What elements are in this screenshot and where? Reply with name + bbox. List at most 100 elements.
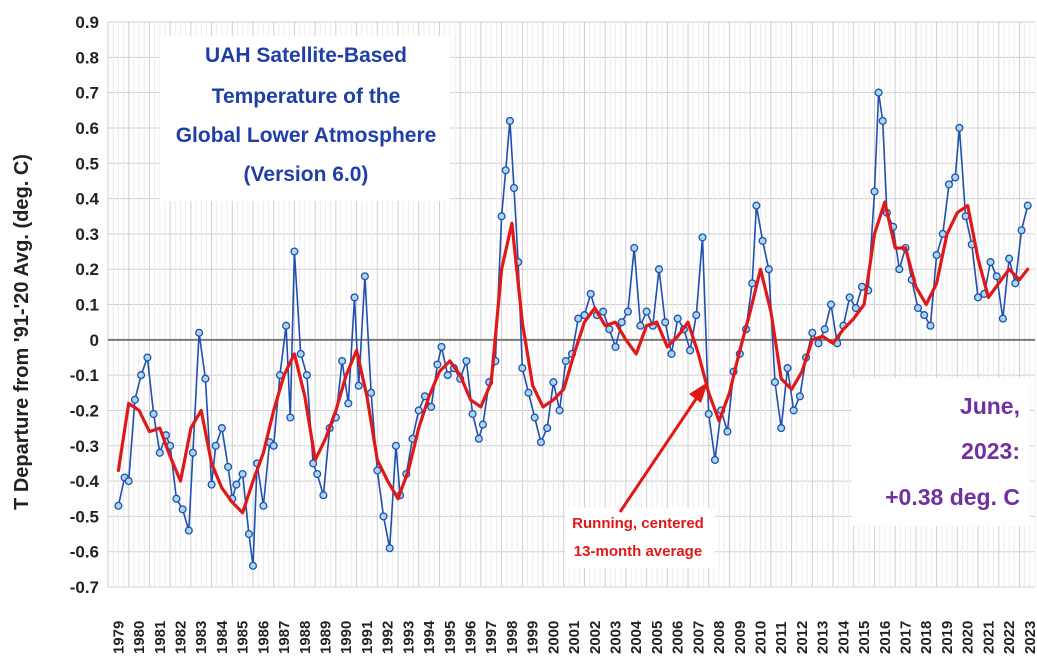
monthly-point xyxy=(611,342,620,351)
monthly-point xyxy=(932,251,941,260)
x-tick-label: 1997 xyxy=(483,621,500,654)
monthly-point xyxy=(338,356,347,366)
monthly-point xyxy=(211,441,220,450)
monthly-point xyxy=(895,265,904,274)
y-tick-label: 0.4 xyxy=(75,190,99,209)
monthly-point xyxy=(944,180,954,189)
x-tick-label: 1979 xyxy=(110,621,127,654)
y-axis-label: T Departure from '91-'20 Avg. (deg. C) xyxy=(11,154,33,510)
x-tick-label: 1993 xyxy=(400,621,417,654)
monthly-point xyxy=(437,342,446,351)
monthly-point xyxy=(874,88,883,97)
monthly-point xyxy=(586,289,595,298)
monthly-point xyxy=(462,356,471,366)
monthly-point xyxy=(290,247,299,256)
monthly-point xyxy=(286,413,295,422)
x-tick-label: 2022 xyxy=(1001,621,1018,654)
y-axis-ticks: 0.9 0.8 0.7 0.6 0.5 0.4 0.3 0.2 0.1 0 -0.1 -0.2 -0.3… xyxy=(70,13,100,597)
x-tick-label: 2012 xyxy=(794,621,811,654)
monthly-point xyxy=(758,236,767,245)
running-label-box xyxy=(565,508,715,568)
monthly-point xyxy=(379,512,388,521)
monthly-point xyxy=(955,123,964,132)
y-tick-label: 0.2 xyxy=(75,260,99,279)
y-tick-label: 0.8 xyxy=(75,48,99,67)
monthly-point xyxy=(155,448,164,457)
monthly-point xyxy=(723,427,732,436)
monthly-point xyxy=(642,307,651,316)
monthly-point xyxy=(783,364,792,373)
annotation-line-1: June, xyxy=(960,393,1020,419)
monthly-point xyxy=(851,303,860,313)
monthly-point xyxy=(795,392,804,401)
running-average-series xyxy=(116,200,1030,515)
x-tick-label: 2000 xyxy=(545,621,562,654)
x-tick-label: 1998 xyxy=(504,621,521,654)
monthly-point xyxy=(808,328,817,337)
x-tick-label: 2017 xyxy=(898,621,915,654)
monthly-point xyxy=(1017,226,1026,235)
monthly-point xyxy=(309,459,318,468)
monthly-point xyxy=(820,325,829,334)
monthly-point xyxy=(599,307,608,316)
monthly-point xyxy=(360,272,369,281)
monthly-point xyxy=(130,395,139,404)
monthly-point xyxy=(951,173,960,182)
x-tick-label: 1999 xyxy=(525,621,542,654)
x-tick-label: 1987 xyxy=(276,621,293,654)
x-tick-label: 1996 xyxy=(463,621,480,654)
x-tick-label: 2014 xyxy=(835,620,852,654)
monthly-point xyxy=(468,409,477,419)
monthly-point xyxy=(367,388,376,397)
x-tick-label: 2001 xyxy=(566,621,583,654)
monthly-point xyxy=(973,293,983,302)
monthly-point xyxy=(549,378,558,387)
monthly-point xyxy=(710,455,720,464)
monthly-point xyxy=(302,371,311,380)
monthly-point xyxy=(313,469,322,479)
monthly-point xyxy=(391,441,400,450)
x-tick-label: 1981 xyxy=(152,621,169,654)
monthly-point xyxy=(814,339,823,348)
x-axis-ticks: 1979 1980 1981 1982 1983 1984 1985 1986 1987 1988… xyxy=(110,620,1037,654)
monthly-point xyxy=(137,371,146,380)
monthly-point xyxy=(752,201,761,210)
monthly-point xyxy=(623,307,632,316)
monthly-point xyxy=(1011,279,1020,288)
monthly-point xyxy=(172,494,181,503)
monthly-point xyxy=(509,183,519,193)
running-label-arrow-head xyxy=(689,382,708,403)
y-tick-label: 0.1 xyxy=(75,296,99,315)
x-tick-label: 2007 xyxy=(690,621,707,654)
monthly-point xyxy=(195,328,204,337)
monthly-point xyxy=(1005,254,1014,263)
monthly-point xyxy=(188,448,197,457)
x-tick-label: 1991 xyxy=(359,621,376,654)
monthly-point xyxy=(201,374,210,383)
monthly-point xyxy=(926,321,935,330)
x-tick-label: 2006 xyxy=(670,621,687,654)
monthly-point xyxy=(319,491,328,500)
chart-title-line-1: UAH Satellite-Based xyxy=(205,44,407,67)
monthly-point xyxy=(505,116,514,125)
x-tick-label: 1995 xyxy=(442,621,459,654)
x-tick-label: 1989 xyxy=(318,621,335,654)
monthly-point xyxy=(149,409,158,419)
y-tick-label: 0 xyxy=(90,331,99,350)
y-tick-label: -0.1 xyxy=(70,366,99,385)
y-tick-label: -0.5 xyxy=(70,507,99,526)
y-tick-label: 0.6 xyxy=(75,119,99,138)
monthly-point xyxy=(344,399,353,408)
monthly-point xyxy=(184,526,193,535)
annotation-line-3: +0.38 deg. C xyxy=(885,484,1020,510)
monthly-point xyxy=(667,349,676,358)
x-tick-label: 2004 xyxy=(628,620,645,654)
running-label-arrow-shaft xyxy=(618,395,700,513)
title-box xyxy=(160,36,450,201)
monthly-point xyxy=(770,378,780,387)
monthly-point xyxy=(826,300,836,309)
monthly-point xyxy=(443,371,452,380)
x-tick-label: 1985 xyxy=(235,621,252,654)
y-tick-label: -0.7 xyxy=(70,578,99,597)
monthly-point xyxy=(224,462,233,471)
